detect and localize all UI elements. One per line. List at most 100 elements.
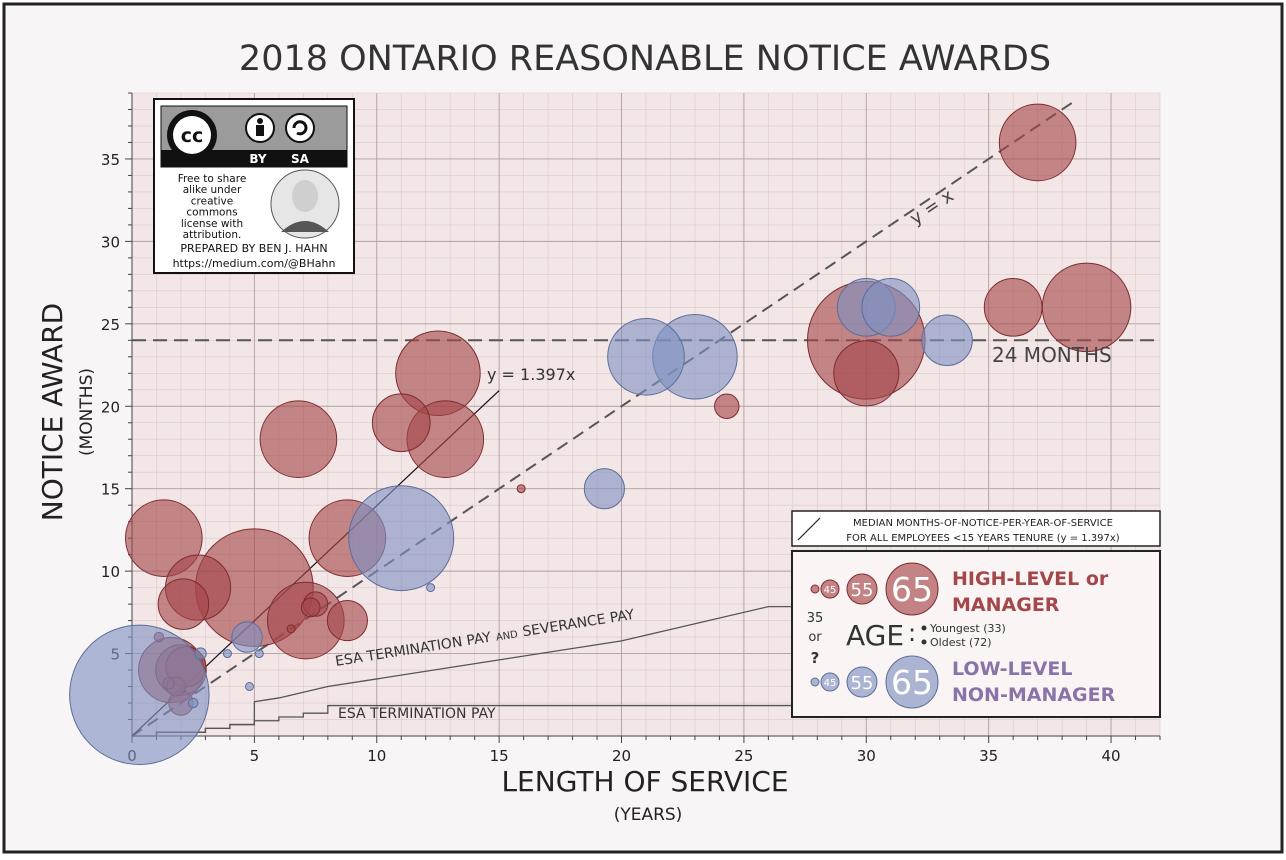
bubble-low-level bbox=[348, 485, 455, 592]
youngest-label: Youngest (33) bbox=[929, 622, 1006, 635]
median-legend-swatch bbox=[797, 517, 821, 541]
y-tick-label: 20 bbox=[101, 398, 120, 416]
bubble-low-level bbox=[69, 624, 210, 765]
bubble-high-level bbox=[1041, 262, 1132, 353]
bubble-low-level bbox=[231, 621, 263, 653]
person-icon-head bbox=[257, 118, 263, 124]
bubble-high-level bbox=[516, 484, 526, 494]
x-axis-label: LENGTH OF SERVICE bbox=[501, 765, 788, 798]
legend-age-label: 55 bbox=[851, 580, 874, 601]
high-level-label-2: MANAGER bbox=[952, 594, 1060, 616]
y-axis-sublabel: (MONTHS) bbox=[77, 368, 97, 456]
x-axis-sublabel: (YEARS) bbox=[614, 805, 683, 825]
bubble-low-level bbox=[194, 647, 207, 660]
bubble-high-level bbox=[300, 597, 321, 618]
data-marks bbox=[69, 98, 1160, 765]
legend-bubble-high bbox=[810, 584, 820, 594]
x-tick-label: 10 bbox=[367, 747, 386, 765]
legend-bubble-low bbox=[810, 677, 820, 687]
share-alike-icon bbox=[285, 113, 315, 143]
median-legend-text-1: MEDIAN MONTHS-OF-NOTICE-PER-YEAR-OF-SERV… bbox=[853, 518, 1113, 529]
license-text-line: commons bbox=[186, 207, 237, 219]
legend-bubble-high bbox=[846, 573, 878, 605]
x-tick-label: 30 bbox=[857, 747, 876, 765]
age-word: AGE bbox=[846, 619, 904, 652]
x-tick-label: 35 bbox=[979, 747, 998, 765]
legend-bubble-low bbox=[885, 655, 939, 709]
y-tick-label: 15 bbox=[101, 481, 120, 499]
unknown-age-2: or bbox=[808, 630, 822, 645]
bubble-low-level bbox=[607, 317, 685, 396]
bubble-high-level bbox=[371, 393, 431, 453]
median-line-label: y = 1.397x bbox=[487, 365, 575, 384]
bubble-high-level bbox=[983, 277, 1043, 337]
y-axis-label: NOTICE AWARD bbox=[36, 303, 69, 521]
legend: MEDIAN MONTHS-OF-NOTICE-PER-YEAR-OF-SERV… bbox=[791, 510, 1161, 718]
unknown-age-3: ? bbox=[811, 649, 820, 667]
unknown-age-1: 35 bbox=[807, 611, 824, 626]
y-tick-label: 25 bbox=[101, 316, 120, 334]
bubble-high-level bbox=[259, 400, 338, 479]
age-colon: : bbox=[908, 619, 916, 647]
legend-bubble-high bbox=[885, 562, 939, 616]
bubble-high-level bbox=[998, 103, 1077, 182]
median-legend-text-2: FOR ALL EMPLOYEES <15 YEARS TENURE (y = … bbox=[846, 533, 1119, 544]
license-text-line: attribution. bbox=[183, 229, 242, 241]
oldest-label: Oldest (72) bbox=[930, 636, 992, 649]
by-label: BY bbox=[249, 152, 266, 166]
bubble-high-level bbox=[157, 578, 210, 630]
license-text-line: creative bbox=[191, 195, 233, 207]
author-url: https://medium.com/@BHahn bbox=[173, 257, 336, 270]
person-icon-body bbox=[256, 125, 264, 136]
youngest-bullet bbox=[921, 625, 927, 631]
cc-text: cc bbox=[181, 125, 204, 147]
bubble-low-level bbox=[222, 649, 232, 659]
esa-termination-label: ESA TERMINATION PAY bbox=[338, 706, 496, 722]
threshold-label: 24 MONTHS bbox=[992, 343, 1112, 367]
bubble-low-level bbox=[583, 468, 625, 510]
legend-age-label: 45 bbox=[824, 585, 837, 596]
legend-age-label: 65 bbox=[891, 663, 933, 702]
low-level-label-1: LOW-LEVEL bbox=[952, 658, 1072, 680]
legend-age-label: 65 bbox=[891, 570, 933, 609]
bubble-high-level bbox=[286, 624, 296, 634]
cc-icon bbox=[173, 116, 211, 154]
bubble-low-level bbox=[861, 277, 921, 337]
license-text-line: license with bbox=[181, 218, 243, 230]
x-tick-label: 15 bbox=[490, 747, 509, 765]
sa-label: SA bbox=[291, 152, 310, 166]
bubble-low-level bbox=[426, 583, 436, 593]
bubble-low-level bbox=[254, 649, 264, 659]
share-alike-icon-arc bbox=[292, 120, 308, 136]
legend-age-label: 45 bbox=[824, 678, 837, 689]
bubble-high-level bbox=[326, 600, 368, 642]
license-text-line: Free to share bbox=[178, 173, 247, 185]
legend-age-label: 55 bbox=[851, 673, 874, 694]
prepared-by: PREPARED BY BEN J. HAHN bbox=[180, 242, 327, 255]
low-level-label-2: NON-MANAGER bbox=[952, 684, 1116, 706]
bubble-high-level bbox=[833, 340, 900, 407]
oldest-bullet bbox=[921, 639, 927, 645]
bubble-high-level bbox=[714, 393, 740, 419]
y-tick-label: 30 bbox=[101, 233, 120, 251]
license-text-line: alike under bbox=[183, 184, 242, 196]
x-tick-label: 5 bbox=[250, 747, 260, 765]
chart-title: 2018 ONTARIO REASONABLE NOTICE AWARDS bbox=[239, 39, 1051, 79]
legend-bubble-low bbox=[820, 672, 840, 692]
esa-severance-and: AND bbox=[495, 629, 519, 643]
high-level-label-1: HIGH-LEVEL or bbox=[952, 568, 1109, 590]
legend-bubbles: 45 55 65 45 55 65 bbox=[810, 562, 939, 709]
bubble-low-level bbox=[187, 697, 199, 709]
median-legend-box bbox=[791, 510, 1161, 547]
author-photo-shoulders bbox=[281, 221, 329, 232]
y-tick-label: 35 bbox=[101, 151, 120, 169]
legend-bubble-high bbox=[820, 579, 840, 599]
y-tick-label: 10 bbox=[101, 563, 120, 581]
bubble-high-level bbox=[125, 499, 203, 577]
x-tick-label: 40 bbox=[1102, 747, 1121, 765]
author-photo-face bbox=[292, 180, 318, 212]
